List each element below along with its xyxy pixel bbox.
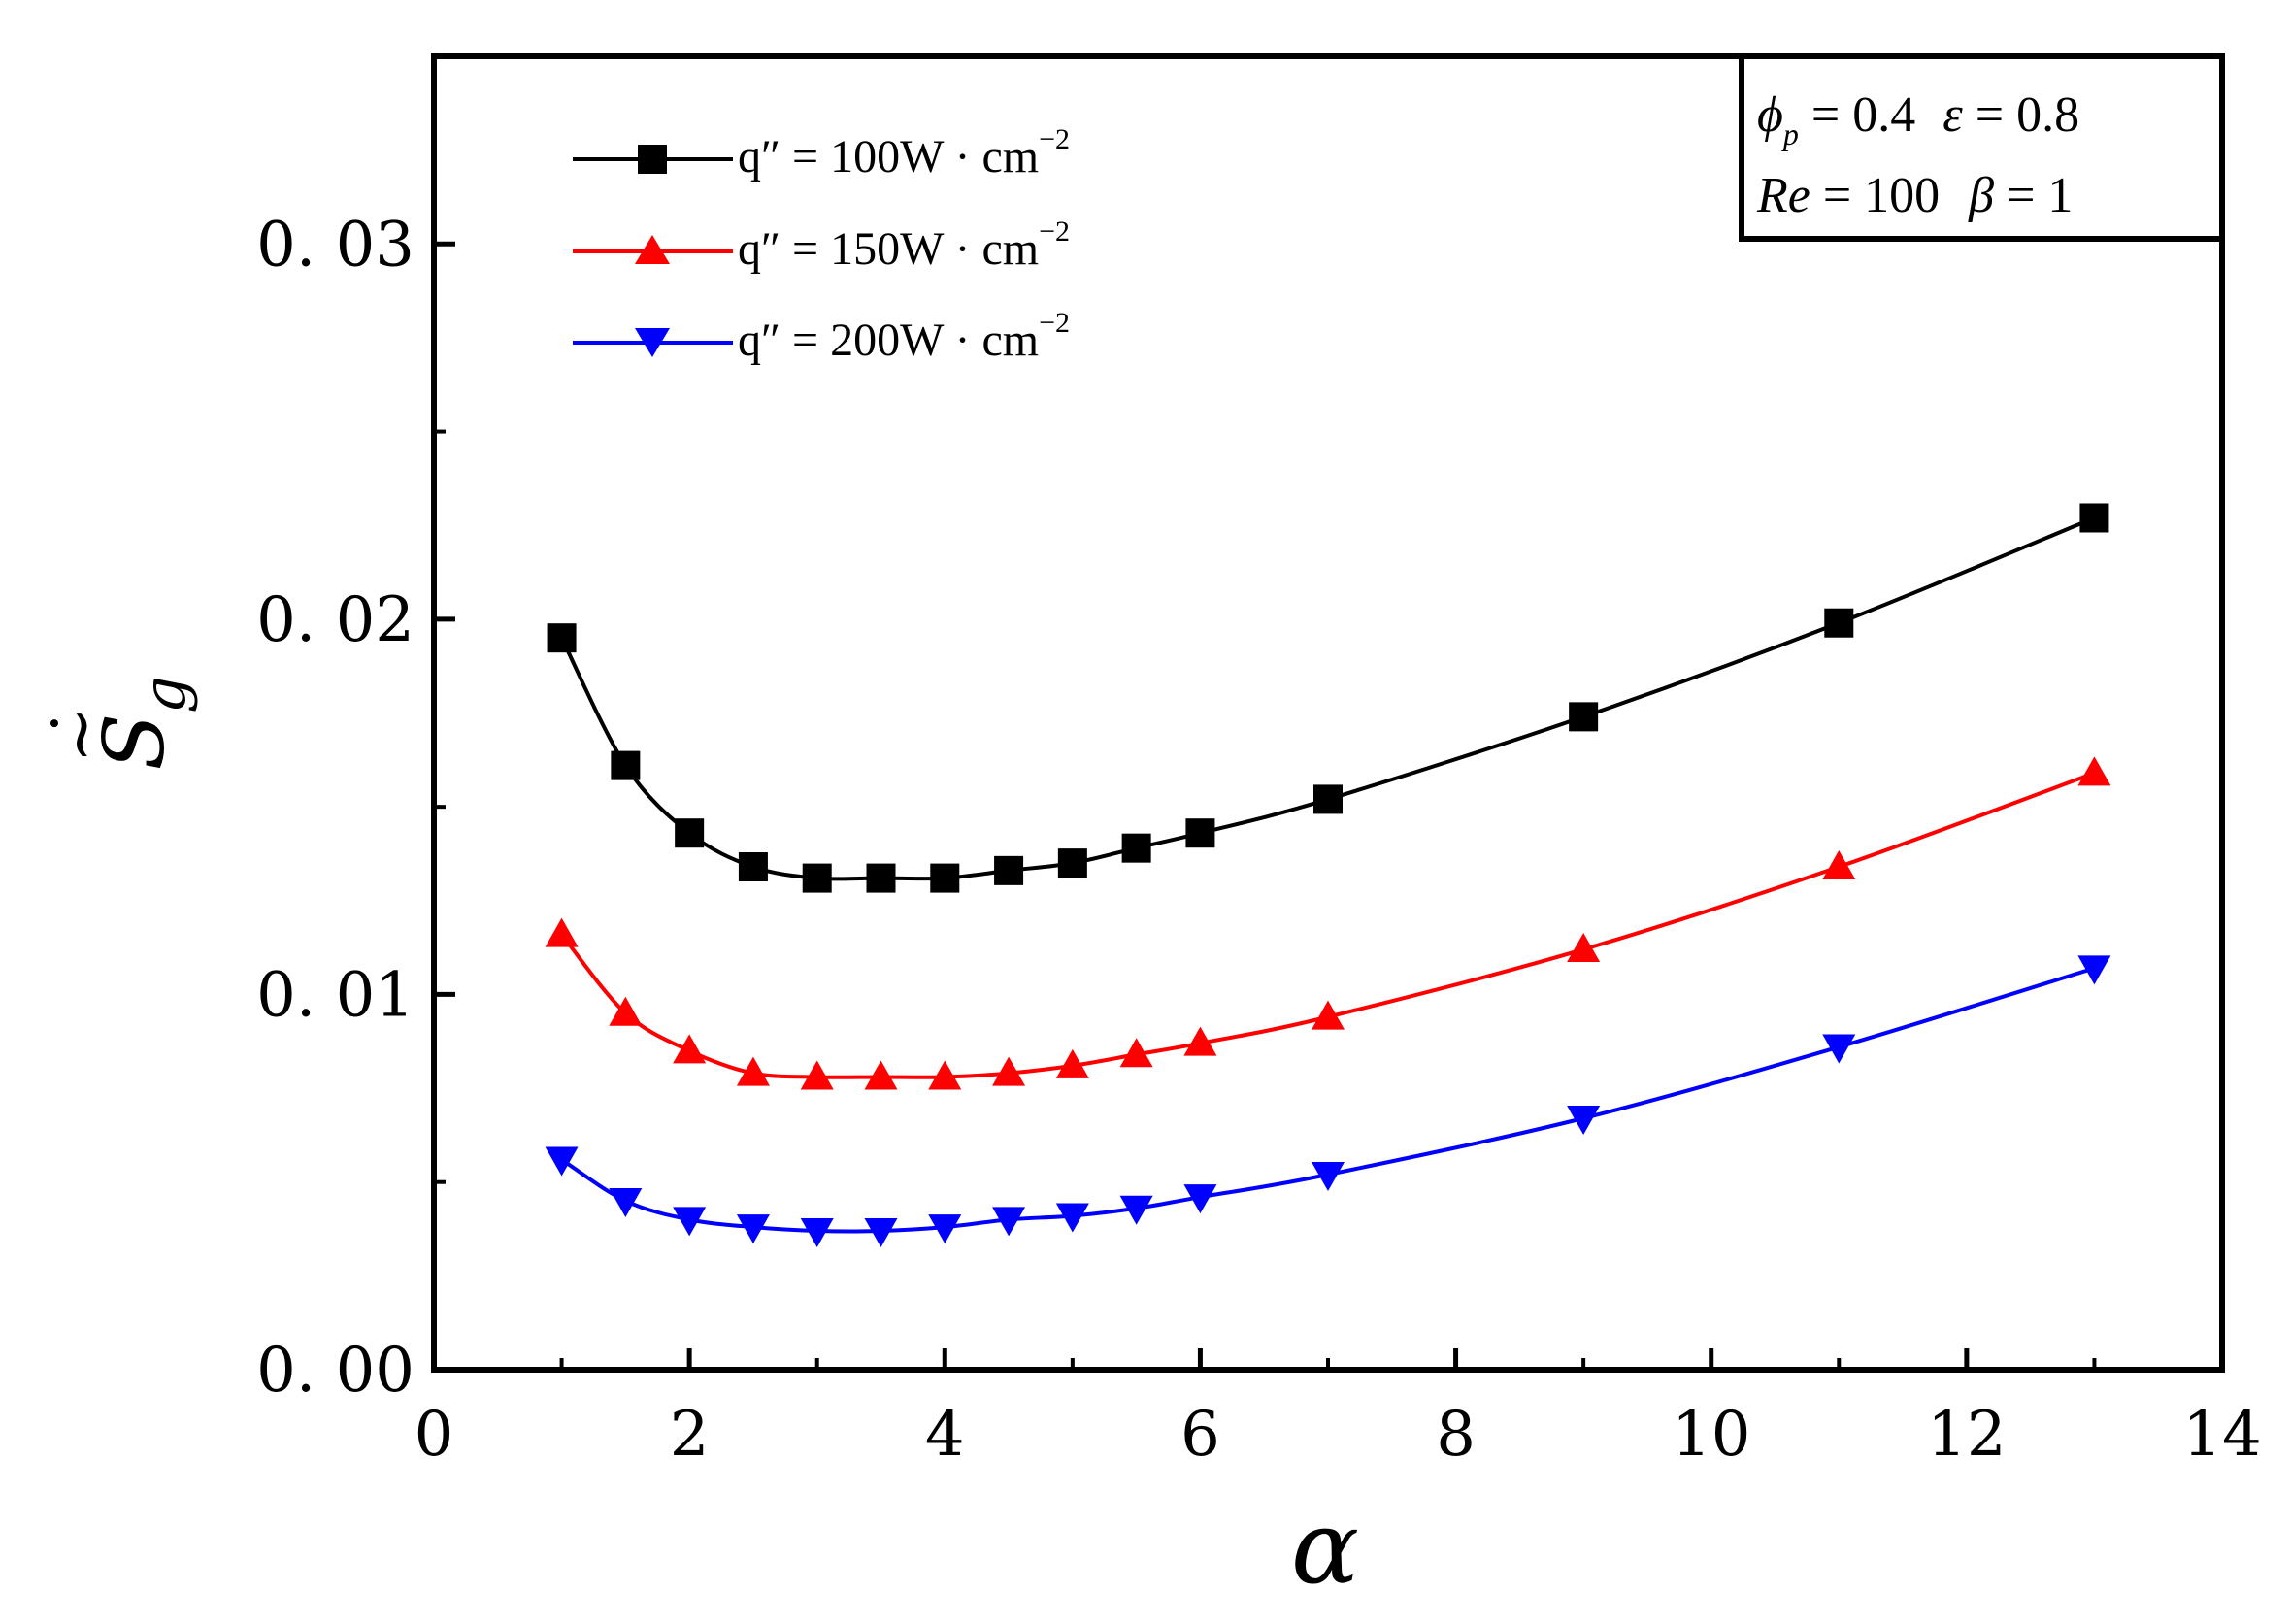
data-point bbox=[800, 1060, 834, 1090]
data-point bbox=[1185, 818, 1215, 848]
y-tick-label: 0. 00 bbox=[256, 1335, 415, 1407]
legend-label-150: q″ = 150W · cm bbox=[738, 223, 1039, 275]
legend-item-150: q″ = 150W · cm−2 bbox=[573, 215, 1070, 275]
svg-text:q″ = 100W · cm−2: q″ = 100W · cm−2 bbox=[738, 123, 1070, 182]
series-3 bbox=[545, 955, 2111, 1247]
svg-text:q″ = 150W · cm−2: q″ = 150W · cm−2 bbox=[738, 215, 1070, 275]
x-tick-label: 6 bbox=[1180, 1399, 1220, 1471]
legend-exponent-150: −2 bbox=[1039, 215, 1070, 248]
y-axis-label-subscript: g bbox=[131, 676, 199, 713]
data-point bbox=[994, 855, 1024, 885]
data-point bbox=[1567, 933, 1601, 963]
data-point bbox=[2077, 756, 2111, 786]
legend-marker-triangle-up bbox=[635, 235, 670, 264]
x-tick-label: 0 bbox=[415, 1399, 454, 1471]
data-point bbox=[545, 1146, 579, 1177]
svg-text:Sg: Sg bbox=[86, 676, 199, 770]
data-point bbox=[1121, 833, 1151, 863]
svg-text:q″ = 200W · cm−2: q″ = 200W · cm−2 bbox=[738, 307, 1070, 366]
data-point bbox=[2077, 955, 2111, 985]
y-axis-label: Sg ~̇ bbox=[40, 676, 199, 770]
data-point bbox=[992, 1056, 1026, 1086]
legend-marker-triangle-down bbox=[635, 328, 670, 357]
data-point bbox=[1822, 1034, 1856, 1064]
data-point bbox=[864, 1217, 898, 1247]
data-point bbox=[1824, 608, 1854, 638]
x-tick-label: 8 bbox=[1436, 1399, 1476, 1471]
data-point bbox=[1057, 848, 1087, 878]
data-point bbox=[866, 863, 896, 893]
data-point bbox=[864, 1060, 898, 1090]
legend-label-100: q″ = 100W · cm bbox=[738, 131, 1039, 182]
legend-label-200: q″ = 200W · cm bbox=[738, 315, 1039, 366]
series-2 bbox=[545, 756, 2111, 1090]
y-axis-label-symbol: S bbox=[86, 713, 183, 771]
parameter-annotation: ϕp = 0.4 ε = 0.8 Re = 100 β = 1 bbox=[1739, 53, 2225, 242]
legend-marker-square bbox=[638, 145, 667, 174]
x-tick-label: 4 bbox=[925, 1399, 965, 1471]
data-point bbox=[800, 1217, 834, 1247]
data-point bbox=[802, 863, 832, 893]
data-point bbox=[928, 1060, 962, 1090]
y-tick-label: 0. 02 bbox=[256, 584, 415, 656]
data-point bbox=[611, 750, 641, 780]
legend-item-200: q″ = 200W · cm−2 bbox=[573, 307, 1070, 366]
data-point bbox=[1055, 1048, 1089, 1078]
data-point bbox=[673, 1034, 707, 1064]
data-point bbox=[545, 917, 579, 947]
data-point bbox=[1119, 1038, 1153, 1068]
annotation-line-1: ϕp = 0.4 ε = 0.8 bbox=[1757, 87, 2079, 151]
data-point bbox=[547, 623, 577, 653]
x-tick-label: 12 bbox=[1927, 1399, 2006, 1471]
data-point bbox=[673, 1207, 707, 1237]
data-point bbox=[609, 996, 643, 1026]
y-axis-label-accent: ~̇ bbox=[40, 707, 119, 764]
data-point bbox=[609, 1188, 643, 1218]
data-point bbox=[1055, 1203, 1089, 1233]
data-point bbox=[928, 1214, 962, 1244]
legend-exponent-200: −2 bbox=[1039, 307, 1070, 339]
series-line bbox=[560, 966, 2096, 1234]
y-axis-ticks: 0. 00 0. 01 0. 02 0. 03 bbox=[256, 54, 455, 1407]
annotation-line-2: Re = 100 β = 1 bbox=[1756, 168, 2073, 223]
legend-exponent-100: −2 bbox=[1039, 123, 1070, 155]
data-point bbox=[1569, 702, 1599, 732]
y-tick-label: 0. 03 bbox=[256, 209, 415, 281]
data-point bbox=[930, 863, 960, 893]
series-1 bbox=[547, 503, 2109, 893]
data-point bbox=[1183, 1026, 1217, 1056]
data-point bbox=[736, 1214, 770, 1244]
data-point bbox=[738, 851, 768, 881]
legend: q″ = 100W · cm−2 q″ = 150W · cm−2 q″ = 2… bbox=[573, 123, 1070, 366]
data-point bbox=[2079, 503, 2109, 533]
data-point bbox=[1119, 1195, 1153, 1225]
series-layer bbox=[545, 503, 2111, 1247]
data-point bbox=[736, 1056, 770, 1086]
data-point bbox=[1822, 849, 1856, 879]
data-point bbox=[1313, 784, 1343, 814]
y-tick-label: 0. 01 bbox=[256, 959, 415, 1031]
legend-item-100: q″ = 100W · cm−2 bbox=[573, 123, 1070, 182]
data-point bbox=[1183, 1184, 1217, 1214]
data-point bbox=[1567, 1105, 1601, 1135]
data-point bbox=[1312, 1000, 1345, 1030]
data-point bbox=[675, 818, 705, 848]
data-point bbox=[1312, 1161, 1345, 1191]
x-tick-label: 10 bbox=[1672, 1399, 1750, 1471]
x-axis-label: α bbox=[1291, 1488, 1359, 1607]
x-tick-label: 14 bbox=[2182, 1399, 2261, 1471]
data-point bbox=[992, 1207, 1026, 1237]
x-tick-label: 2 bbox=[670, 1399, 710, 1471]
x-axis-ticks: 0 2 4 6 8 10 12 14 bbox=[415, 1348, 2262, 1471]
